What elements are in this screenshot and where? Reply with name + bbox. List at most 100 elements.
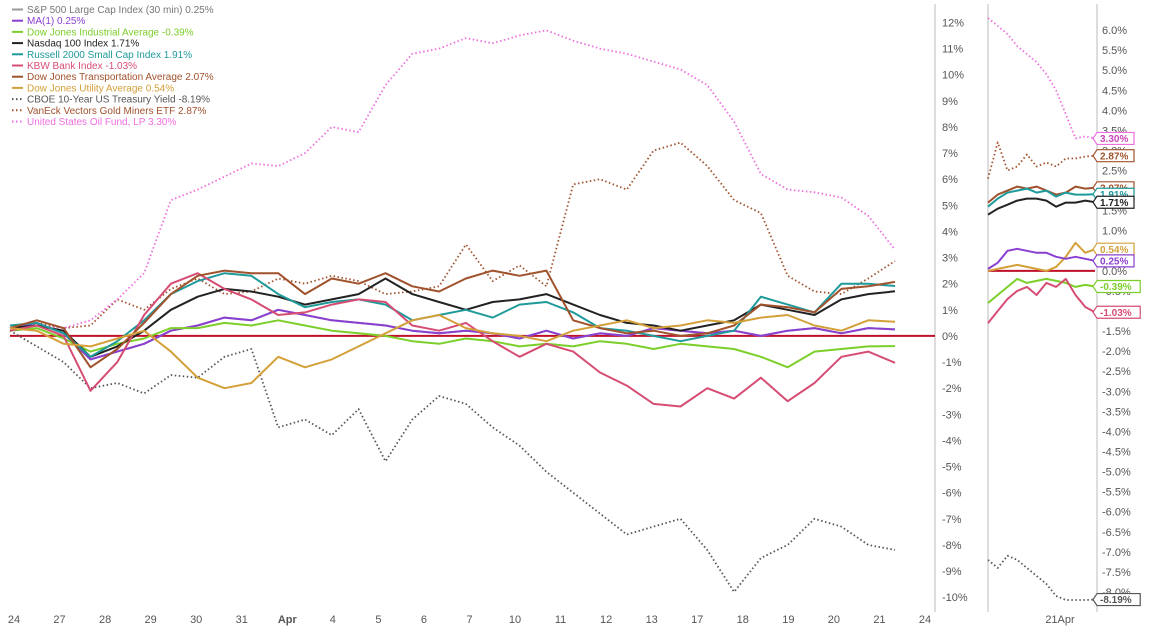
y-tick-label: -7% <box>942 514 962 526</box>
y-tick-label: -9% <box>942 566 962 578</box>
x-tick-label: 30 <box>190 614 202 626</box>
series-line <box>9 269 896 369</box>
y-tick-label: 7% <box>942 148 958 160</box>
legend-entry: VanEck Vectors Gold Miners ETF 2.87% <box>27 106 206 117</box>
y-tick-label: 6% <box>942 174 958 186</box>
legend-entry: Dow Jones Utility Average 0.54% <box>27 83 174 94</box>
end-value-badge <box>1092 305 1141 319</box>
y-tick-label: 5% <box>942 200 958 212</box>
end-value-badge <box>1092 592 1141 607</box>
side-series-line <box>987 17 1096 140</box>
side-series-line <box>987 187 1096 208</box>
legend-entry: MA(1) 0.25% <box>27 16 85 27</box>
side-y-tick-label: 2.5% <box>1102 166 1127 178</box>
x-tick-label: 31 <box>236 614 248 626</box>
y-tick-label: -8% <box>942 540 962 552</box>
side-series-line <box>987 185 1096 204</box>
x-tick-label: 21 <box>873 614 885 626</box>
y-tick-label: 3% <box>942 253 958 265</box>
side-y-tick-label: -5.0% <box>1102 467 1131 479</box>
side-y-tick-label: 6.0% <box>1102 25 1127 37</box>
x-tick-label: 5 <box>375 614 381 626</box>
end-value-badge <box>1092 242 1135 256</box>
legend-entry: Russell 2000 Small Cap Index 1.91% <box>27 50 192 61</box>
end-value-badge <box>1092 254 1135 268</box>
side-series-line <box>987 241 1096 272</box>
y-tick-label: 9% <box>942 96 958 108</box>
x-tick-label: 27 <box>53 614 65 626</box>
side-y-tick-label: 1.0% <box>1102 226 1127 238</box>
side-y-tick-label: -3.5% <box>1102 406 1131 418</box>
side-y-tick-label: -5.5% <box>1102 487 1131 499</box>
y-tick-label: 0% <box>942 331 958 343</box>
y-tick-label: 2% <box>942 279 958 291</box>
x-tick-label: 13 <box>646 614 658 626</box>
side-y-tick-label: 4.0% <box>1102 105 1127 117</box>
y-tick-label: -3% <box>942 409 962 421</box>
x-tick-label: 6 <box>421 614 427 626</box>
series-line <box>9 319 896 369</box>
legend-entry: KBW Bank Index -1.03% <box>27 61 137 72</box>
end-value-badge <box>1092 195 1135 209</box>
side-y-tick-label: -7.0% <box>1102 547 1131 559</box>
x-tick-label: 12 <box>600 614 612 626</box>
y-tick-label: 1% <box>942 305 958 317</box>
y-tick-label: 10% <box>942 70 964 82</box>
y-tick-label: -10% <box>942 592 968 604</box>
side-series-line <box>987 277 1096 304</box>
x-tick-label: 29 <box>145 614 157 626</box>
side-y-tick-label: -4.0% <box>1102 426 1131 438</box>
end-value-badge <box>1092 131 1135 146</box>
end-value-label: 0.54% <box>1100 245 1128 256</box>
side-y-tick-label: 4.5% <box>1102 85 1127 97</box>
y-tick-label: 11% <box>942 44 963 56</box>
side-y-tick-label: -6.0% <box>1102 507 1131 519</box>
side-x-tick-label: 21Apr <box>1045 614 1075 626</box>
side-y-tick-label: -7.5% <box>1102 567 1131 579</box>
side-y-tick-label: -2.0% <box>1102 346 1131 358</box>
x-tick-label: 24 <box>919 614 931 626</box>
series-line <box>9 314 896 390</box>
side-y-tick-label: 5.0% <box>1102 65 1127 77</box>
end-value-label: 1.71% <box>1100 198 1128 209</box>
end-value-badge <box>1092 279 1141 294</box>
y-tick-label: -6% <box>942 488 962 500</box>
series-line <box>9 272 896 408</box>
x-tick-label: 18 <box>737 614 749 626</box>
end-value-label: -1.03% <box>1100 308 1132 319</box>
end-value-label: -0.39% <box>1100 282 1132 293</box>
x-tick-label: 17 <box>691 614 703 626</box>
side-y-tick-label: 0.0% <box>1102 266 1127 278</box>
side-series-line <box>987 141 1096 179</box>
x-tick-label: Apr <box>278 614 298 626</box>
side-y-tick-label: -6.5% <box>1102 527 1131 539</box>
series-line <box>9 29 896 332</box>
side-y-tick-label: -3.0% <box>1102 386 1131 398</box>
legend-entry: United States Oil Fund, LP 3.30% <box>27 117 176 128</box>
x-tick-label: 19 <box>782 614 794 626</box>
y-tick-label: -4% <box>942 435 962 447</box>
x-tick-label: 11 <box>555 614 566 626</box>
series-line <box>9 308 896 361</box>
x-tick-label: 4 <box>330 614 336 626</box>
side-series-line <box>987 197 1096 216</box>
legend-entry: Nasdaq 100 Index 1.71% <box>27 39 139 50</box>
y-tick-label: 4% <box>942 226 958 238</box>
legend-entry: Dow Jones Industrial Average -0.39% <box>27 27 194 38</box>
y-tick-label: 8% <box>942 122 958 134</box>
side-series-line <box>987 554 1096 601</box>
end-value-badge <box>1092 149 1135 163</box>
side-y-tick-label: -4.5% <box>1102 446 1131 458</box>
legend-entry: Dow Jones Transportation Average 2.07% <box>27 72 214 83</box>
end-value-label: -8.19% <box>1100 595 1132 606</box>
series-line <box>9 141 896 332</box>
side-series-line <box>987 277 1096 324</box>
side-y-tick-label: -2.5% <box>1102 366 1131 378</box>
end-value-label: 2.87% <box>1100 151 1128 162</box>
y-tick-label: 12% <box>942 17 964 29</box>
legend-entry: CBOE 10-Year US Treasury Yield -8.19% <box>27 95 210 106</box>
x-tick-label: 20 <box>828 614 840 626</box>
x-tick-label: 10 <box>509 614 521 626</box>
y-tick-label: -5% <box>942 462 962 474</box>
